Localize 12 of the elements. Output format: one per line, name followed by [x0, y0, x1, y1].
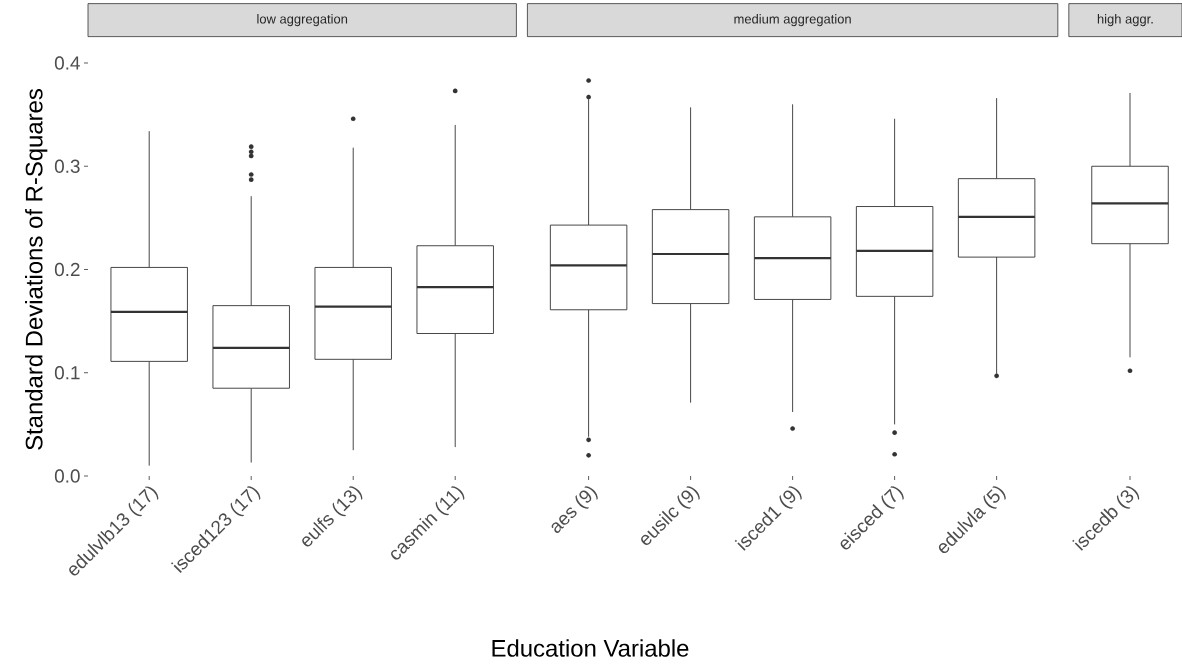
y-tick-label: 0.3 [54, 159, 80, 173]
y-axis-title: Standard Deviations of R-Squares [25, 89, 48, 450]
x-axis-title: Education Variable [492, 639, 689, 657]
y-tick-label: 0.1 [54, 366, 80, 380]
y-tick-label: 0.0 [54, 469, 80, 483]
y-tick-label: 0.4 [54, 56, 80, 70]
y-tick-label: 0.2 [54, 262, 80, 277]
chart-title: high aggr. [1097, 14, 1153, 27]
chart-title: medium aggregation [734, 14, 851, 27]
x-tick-label: eulfs (13) [302, 486, 363, 547]
x-tick-label: aes (9) [551, 486, 598, 533]
chart-title: low aggregation [257, 14, 348, 27]
